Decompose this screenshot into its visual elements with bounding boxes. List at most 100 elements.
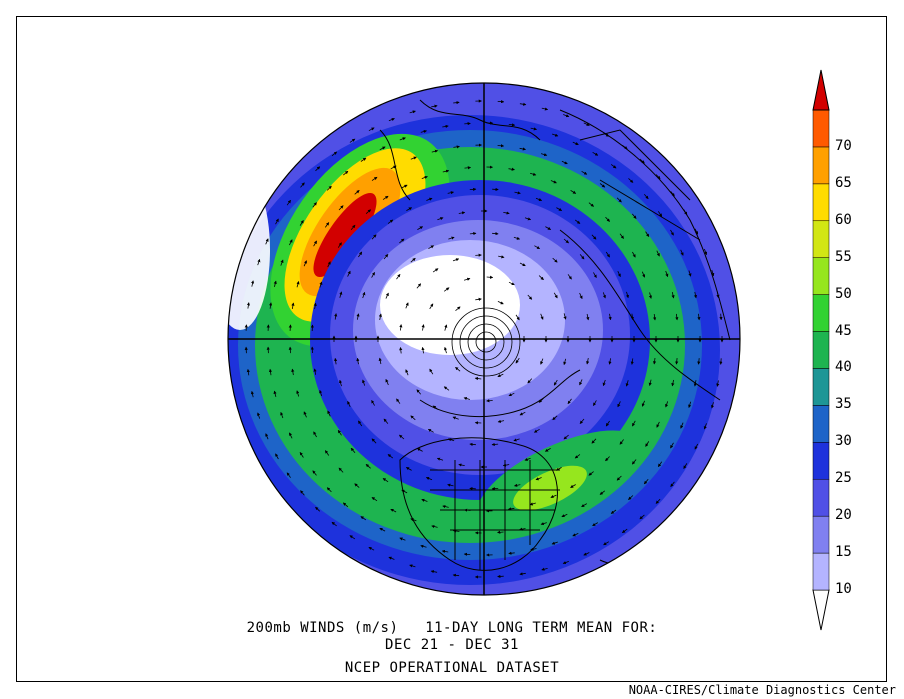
wind-arrow: [540, 313, 544, 320]
wind-arrow: [382, 195, 389, 200]
wind-arrow: [631, 213, 637, 219]
wind-arrow: [545, 226, 552, 230]
wind-arrow: [350, 447, 356, 454]
wind-arrow: [399, 537, 406, 541]
wind-arrow: [515, 314, 520, 321]
wind-arrow: [417, 226, 424, 230]
wind-arrow: [388, 556, 395, 560]
wind-arrow: [552, 257, 558, 263]
wind-arrow: [331, 521, 337, 527]
wind-arrow: [368, 127, 375, 132]
wind-arrow: [643, 193, 649, 200]
wind-arrow: [368, 546, 375, 551]
wind-arrow: [711, 269, 715, 277]
wind-arrow: [602, 292, 606, 299]
wind-arrow: [491, 442, 499, 447]
wind-arrow: [371, 271, 375, 278]
wind-arrow: [246, 368, 250, 376]
wind-arrow: [371, 176, 378, 181]
wind-arrow: [273, 280, 277, 288]
wind-arrow: [365, 463, 371, 469]
wind-arrow: [605, 216, 610, 222]
wind-arrow: [670, 481, 675, 488]
wind-arrow: [670, 229, 674, 236]
wind-arrow: [428, 245, 435, 250]
wind-arrow: [645, 441, 650, 447]
wind-arrow: [331, 151, 338, 157]
title-line-2: DEC 21 - DEC 31: [385, 637, 519, 653]
wind-arrow: [452, 258, 460, 262]
wind-arrow: [530, 127, 538, 131]
colorbar-box: [812, 442, 830, 480]
wind-arrow: [383, 253, 389, 260]
wind-arrow: [535, 197, 543, 202]
wind-arrow: [671, 379, 675, 387]
wind-arrow: [257, 258, 261, 266]
wind-arrow: [453, 101, 460, 105]
wind-arrow: [572, 533, 579, 537]
wind-arrow: [639, 514, 645, 520]
title-line-1: 200mb WINDS (m/s) 11-DAY LONG TERM MEAN …: [246, 620, 658, 636]
wind-arrow: [358, 251, 363, 258]
wind-arrow: [452, 573, 460, 577]
colorbar-tick-label: 65: [835, 174, 852, 191]
wind-arrow: [338, 467, 344, 473]
wind-arrow: [410, 415, 416, 421]
wind-arrow: [655, 174, 661, 180]
wind-arrow: [349, 535, 356, 540]
wind-arrow: [452, 416, 459, 420]
wind-arrow: [319, 281, 323, 288]
wind-arrow: [430, 570, 438, 574]
wind-arrow: [265, 238, 269, 245]
wind-arrow: [486, 399, 493, 403]
wind-arrow: [529, 502, 536, 506]
wind-arrow: [593, 272, 597, 279]
wind-arrow: [515, 357, 520, 364]
wind-arrow: [443, 386, 450, 391]
wind-arrow: [675, 313, 679, 321]
wind-arrow: [719, 358, 723, 365]
wind-arrow: [379, 527, 386, 532]
wind-arrow: [657, 211, 663, 217]
wind-arrow: [656, 250, 660, 257]
wind-arrow: [455, 366, 461, 372]
wind-arrow: [688, 401, 692, 409]
wind-arrow: [315, 166, 321, 172]
wind-arrow: [588, 202, 595, 207]
wind-arrow: [371, 399, 375, 406]
wind-arrow: [535, 477, 542, 481]
wind-arrow: [593, 400, 597, 407]
wind-arrow: [421, 498, 428, 502]
wind-arrow: [519, 262, 526, 267]
wind-arrow: [291, 368, 295, 376]
wind-arrow: [338, 205, 344, 211]
wind-arrow: [592, 151, 599, 156]
wind-arrow: [354, 190, 360, 195]
wind-arrow: [508, 281, 515, 286]
wind-arrow: [625, 380, 629, 387]
colorbar-box: [812, 515, 830, 554]
wind-arrow: [655, 498, 661, 504]
wind-arrow: [563, 238, 570, 244]
wind-arrow: [399, 346, 403, 354]
wind-arrow: [563, 434, 569, 440]
wind-arrow: [544, 448, 551, 452]
wind-arrow: [719, 313, 723, 321]
wind-arrow: [605, 420, 610, 427]
wind-arrow: [469, 231, 477, 236]
colorbar-tick-label: 50: [835, 285, 852, 302]
wind-arrow: [447, 191, 455, 195]
wind-arrow: [519, 572, 526, 576]
wind-arrow: [474, 376, 482, 381]
wind-arrow: [342, 502, 349, 508]
colorbar-tick-label: 30: [835, 433, 852, 450]
wind-arrow: [621, 528, 628, 534]
wind-arrow: [541, 567, 548, 571]
wind-arrow: [632, 251, 636, 258]
wind-arrow: [296, 390, 300, 397]
wind-arrow: [429, 303, 434, 310]
wind-arrow: [409, 110, 416, 114]
wind-arrow: [534, 245, 541, 250]
wind-arrow: [574, 454, 581, 459]
wind-arrow: [527, 378, 533, 384]
